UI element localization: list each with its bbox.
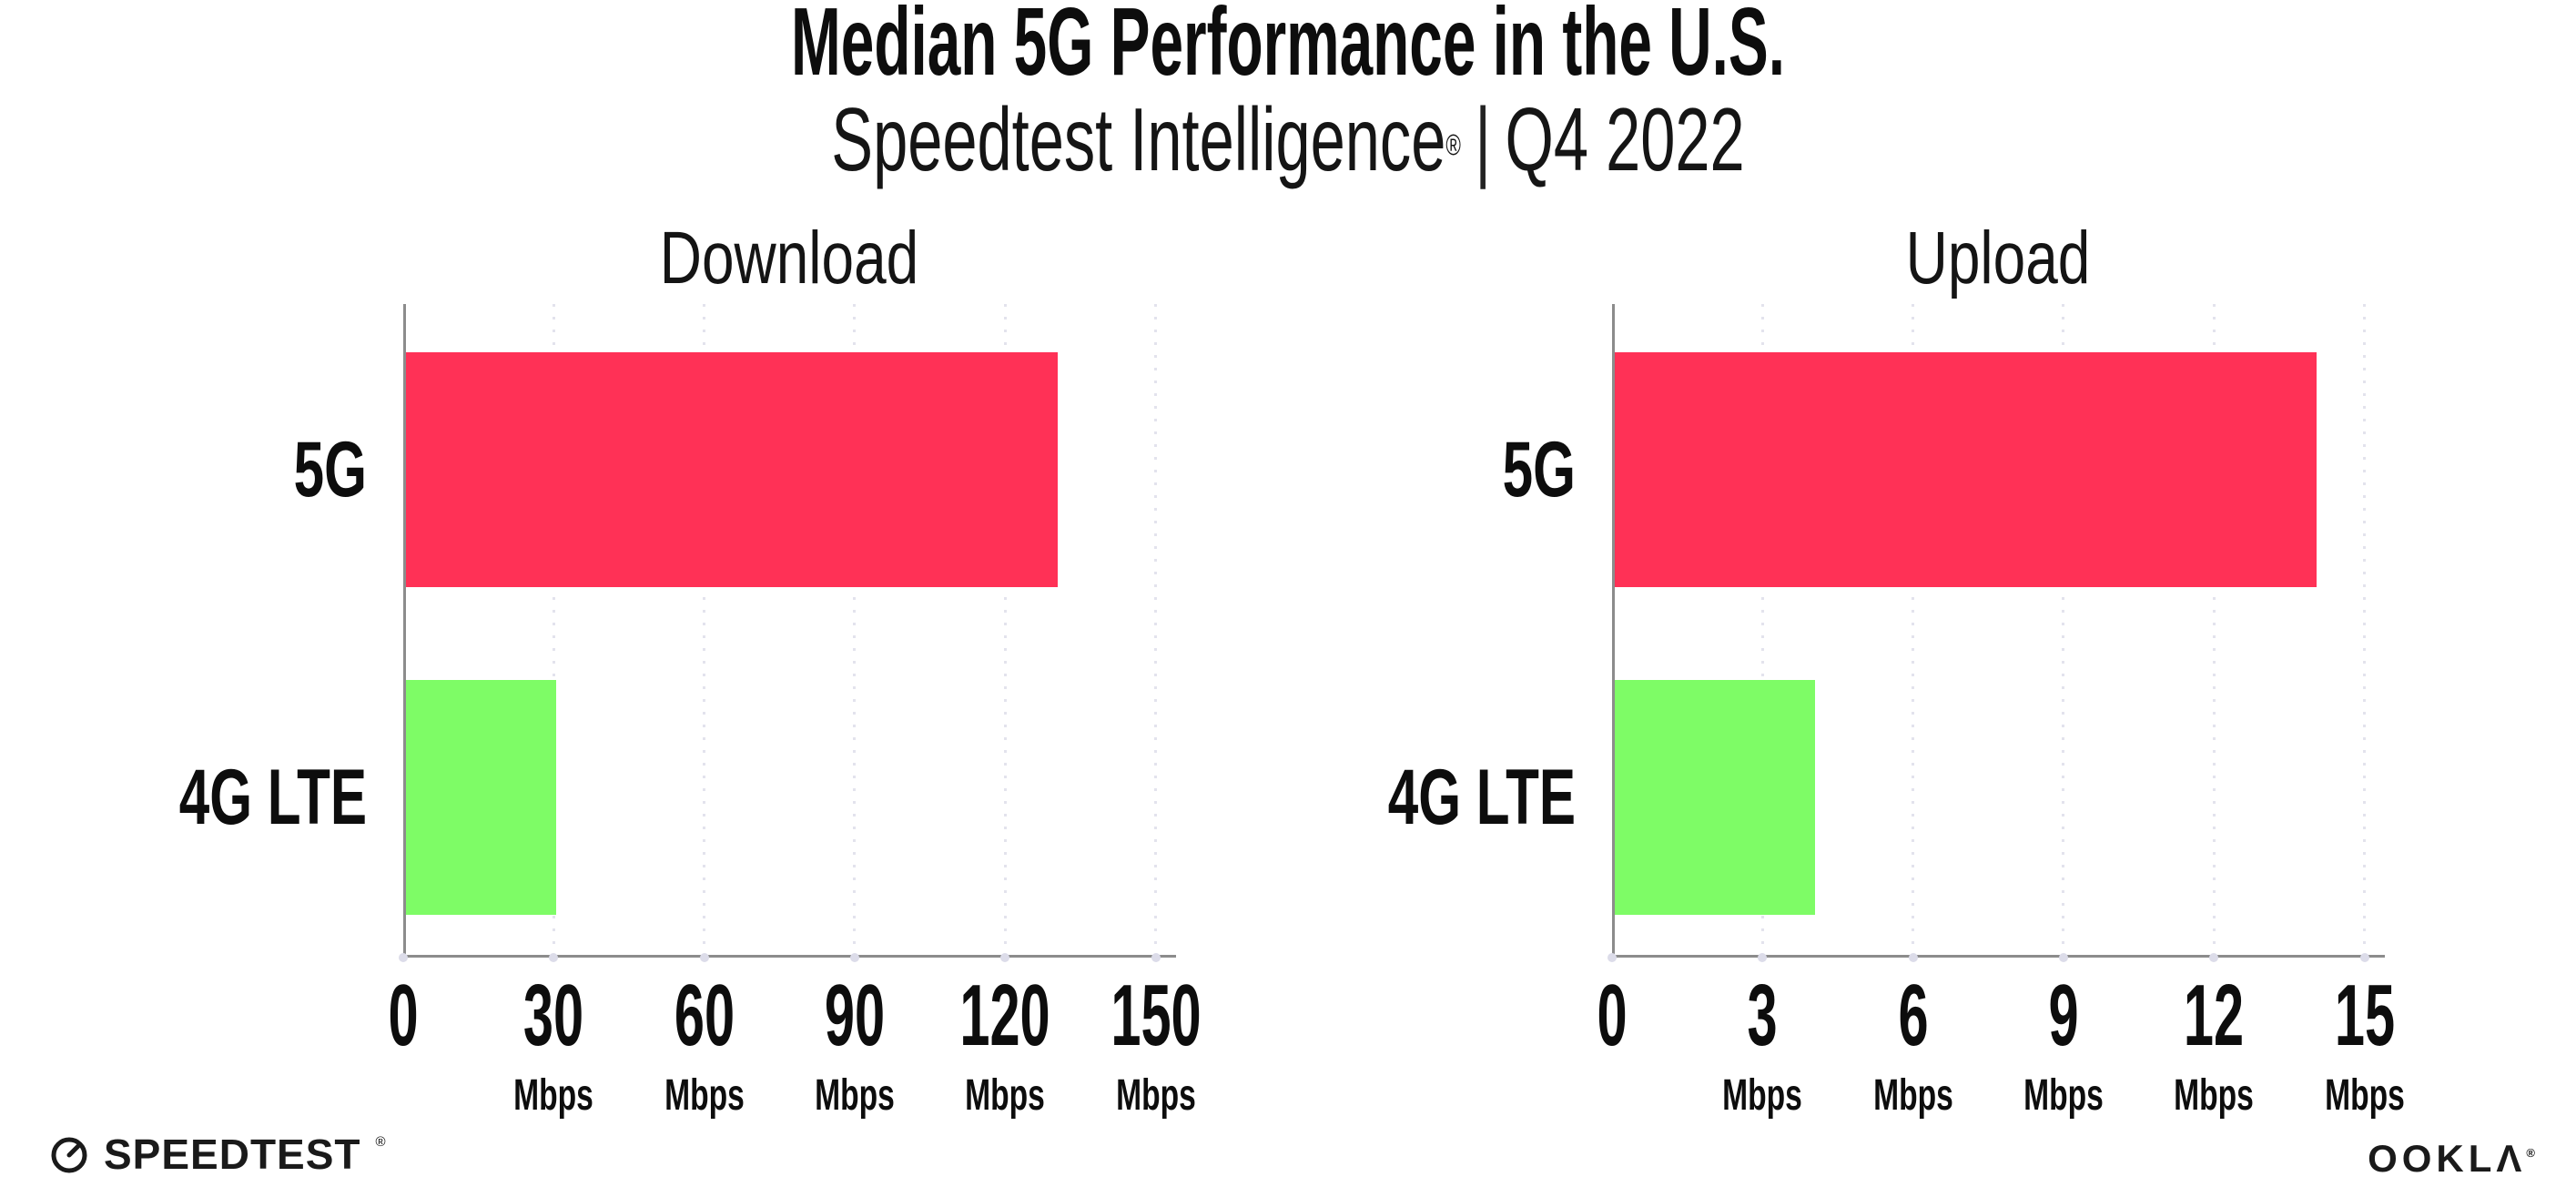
- gridline: [2363, 304, 2366, 958]
- x-tick-label: 12: [2184, 967, 2245, 1064]
- subtitle-product: Speedtest Intelligence: [831, 89, 1446, 189]
- x-tick-unit: Mbps: [1115, 1071, 1196, 1120]
- tick-dot: [1607, 953, 1617, 962]
- tick-dot: [849, 953, 859, 962]
- category-label-4g-lte: 4G LTE: [1387, 754, 1576, 841]
- ookla-trademark-icon: ®: [2526, 1146, 2540, 1160]
- speedtest-gauge-icon: [47, 1132, 91, 1176]
- page-title: Median 5G Performance in the U.S.: [791, 0, 1785, 96]
- registered-trademark-icon: ®: [1445, 128, 1461, 161]
- category-label-4g-lte: 4G LTE: [178, 754, 367, 841]
- ookla-wordmark: OOKLΛ: [2368, 1137, 2527, 1180]
- x-tick-unit: Mbps: [513, 1071, 594, 1120]
- tick-dot: [549, 953, 559, 962]
- x-tick-label: 90: [824, 967, 885, 1064]
- page-subtitle: Speedtest Intelligence® | Q4 2022: [387, 89, 2190, 189]
- x-tick-unit: Mbps: [1722, 1071, 1803, 1120]
- plot-axes: [1612, 304, 2385, 958]
- speedtest-logo: SPEEDTEST ®: [47, 1131, 386, 1178]
- x-tick-label: 120: [959, 967, 1050, 1064]
- x-tick-label: 150: [1110, 967, 1202, 1064]
- x-tick-label: 60: [674, 967, 735, 1064]
- category-label-5g: 5G: [293, 426, 367, 513]
- speedtest-wordmark: SPEEDTEST: [104, 1131, 361, 1178]
- gridline: [1912, 304, 1915, 958]
- gridline: [1003, 304, 1007, 958]
- x-tick-label: 9: [2048, 967, 2079, 1064]
- tick-dot: [1151, 953, 1161, 962]
- x-tick-unit: Mbps: [1872, 1071, 1953, 1120]
- gridline: [2062, 304, 2065, 958]
- x-tick-label: 0: [1597, 967, 1628, 1064]
- bar-5g-upload: [1615, 352, 2317, 587]
- tick-dot: [1758, 953, 1768, 962]
- x-tick-unit: Mbps: [815, 1071, 895, 1120]
- gridline: [703, 304, 706, 958]
- bar-4g-lte-upload: [1615, 680, 1816, 915]
- gridline: [1760, 304, 1764, 958]
- chart-title-download: Download: [660, 217, 919, 299]
- gridline: [853, 304, 857, 958]
- x-tick-unit: Mbps: [2324, 1071, 2405, 1120]
- x-tick-unit: Mbps: [664, 1071, 745, 1120]
- plot-axes: [403, 304, 1176, 958]
- x-tick-unit: Mbps: [2174, 1071, 2255, 1120]
- bar-5g-download: [406, 352, 1059, 587]
- tick-dot: [2058, 953, 2068, 962]
- x-tick-unit: Mbps: [965, 1071, 1046, 1120]
- x-tick-unit: Mbps: [2023, 1071, 2104, 1120]
- category-label-5g: 5G: [1502, 426, 1576, 513]
- gridline: [552, 304, 555, 958]
- chart-title-upload: Upload: [1905, 217, 2091, 299]
- bar-4g-lte-download: [406, 680, 557, 915]
- tick-dot: [2359, 953, 2369, 962]
- x-tick-label: 30: [523, 967, 584, 1064]
- subtitle-separator: |: [1475, 89, 1492, 189]
- tick-dot: [399, 953, 408, 962]
- speedtest-trademark-icon: ®: [375, 1133, 386, 1150]
- x-tick-label: 15: [2334, 967, 2395, 1064]
- gridline: [2212, 304, 2216, 958]
- gridline: [1154, 304, 1157, 958]
- tick-dot: [1908, 953, 1918, 962]
- tick-dot: [2209, 953, 2219, 962]
- subtitle-period: Q4 2022: [1505, 89, 1745, 189]
- x-tick-label: 0: [388, 967, 419, 1064]
- ookla-logo: OOKLΛ®: [2368, 1138, 2540, 1189]
- tick-dot: [699, 953, 709, 962]
- x-tick-label: 6: [1898, 967, 1929, 1064]
- tick-dot: [1000, 953, 1010, 962]
- x-tick-label: 3: [1747, 967, 1778, 1064]
